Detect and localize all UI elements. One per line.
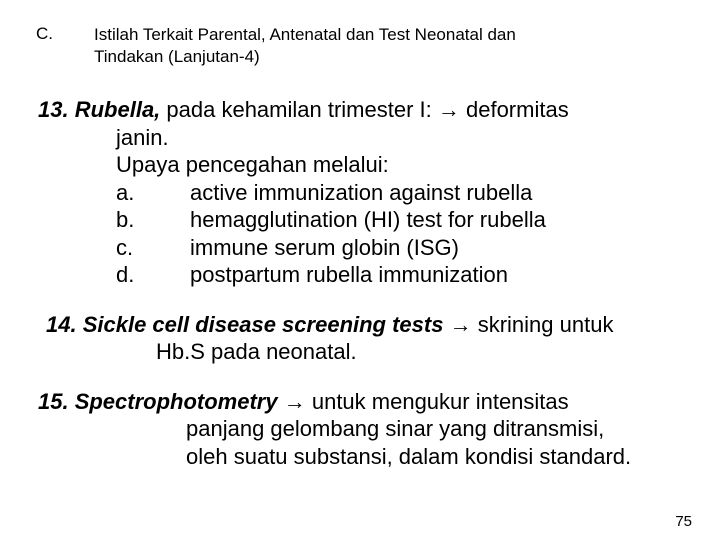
header-title: Istilah Terkait Parental, Antenatal dan … [94,24,534,68]
arrow-icon: → [443,312,477,337]
section-letter: C. [36,24,94,68]
item-14-tail: skrining untuk [478,312,614,337]
item-13-sub-a: a. active immunization against rubella [36,179,684,207]
sub-letter: d. [116,261,190,289]
sub-text: active immunization against rubella [190,179,532,207]
item-13-line2: janin. [36,124,684,152]
item-14-num-term: 14. Sickle cell disease screening tests [46,312,443,337]
item-14-line1: 14. Sickle cell disease screening tests … [36,311,684,339]
item-13-tail: deformitas [460,97,569,122]
item-13-line3: Upaya pencegahan melalui: [36,151,684,179]
arrow-icon: → [278,389,312,414]
item-13-num: 13. [38,97,69,122]
item-15-num-term: 15. Spectrophotometry [38,389,278,414]
item-13-sub-c: c. immune serum globin (ISG) [36,234,684,262]
arrow-icon: → [438,97,460,122]
item-13-sub-d: d. postpartum rubella immunization [36,261,684,289]
item-13-sub-b: b. hemagglutination (HI) test for rubell… [36,206,684,234]
header-row: C. Istilah Terkait Parental, Antenatal d… [36,24,684,68]
sub-letter: b. [116,206,190,234]
sub-letter: a. [116,179,190,207]
sub-text: hemagglutination (HI) test for rubella [190,206,546,234]
page-number: 75 [675,513,692,530]
item-13: 13. Rubella, pada kehamilan trimester I:… [36,96,684,289]
item-15-line2: panjang gelombang sinar yang ditransmisi… [36,415,684,443]
item-13-text: pada kehamilan trimester I: [160,97,438,122]
item-13-term: Rubella, [75,97,161,122]
sub-text: postpartum rubella immunization [190,261,508,289]
item-15-tail: untuk mengukur intensitas [312,389,569,414]
item-14-line2: Hb.S pada neonatal. [36,338,684,366]
sub-letter: c. [116,234,190,262]
item-15-line3: oleh suatu substansi, dalam kondisi stan… [36,443,684,471]
item-13-line1: 13. Rubella, pada kehamilan trimester I:… [36,96,684,124]
item-15-line1: 15. Spectrophotometry → untuk mengukur i… [36,388,684,416]
item-15: 15. Spectrophotometry → untuk mengukur i… [36,388,684,471]
item-14: 14. Sickle cell disease screening tests … [36,311,684,366]
sub-text: immune serum globin (ISG) [190,234,459,262]
